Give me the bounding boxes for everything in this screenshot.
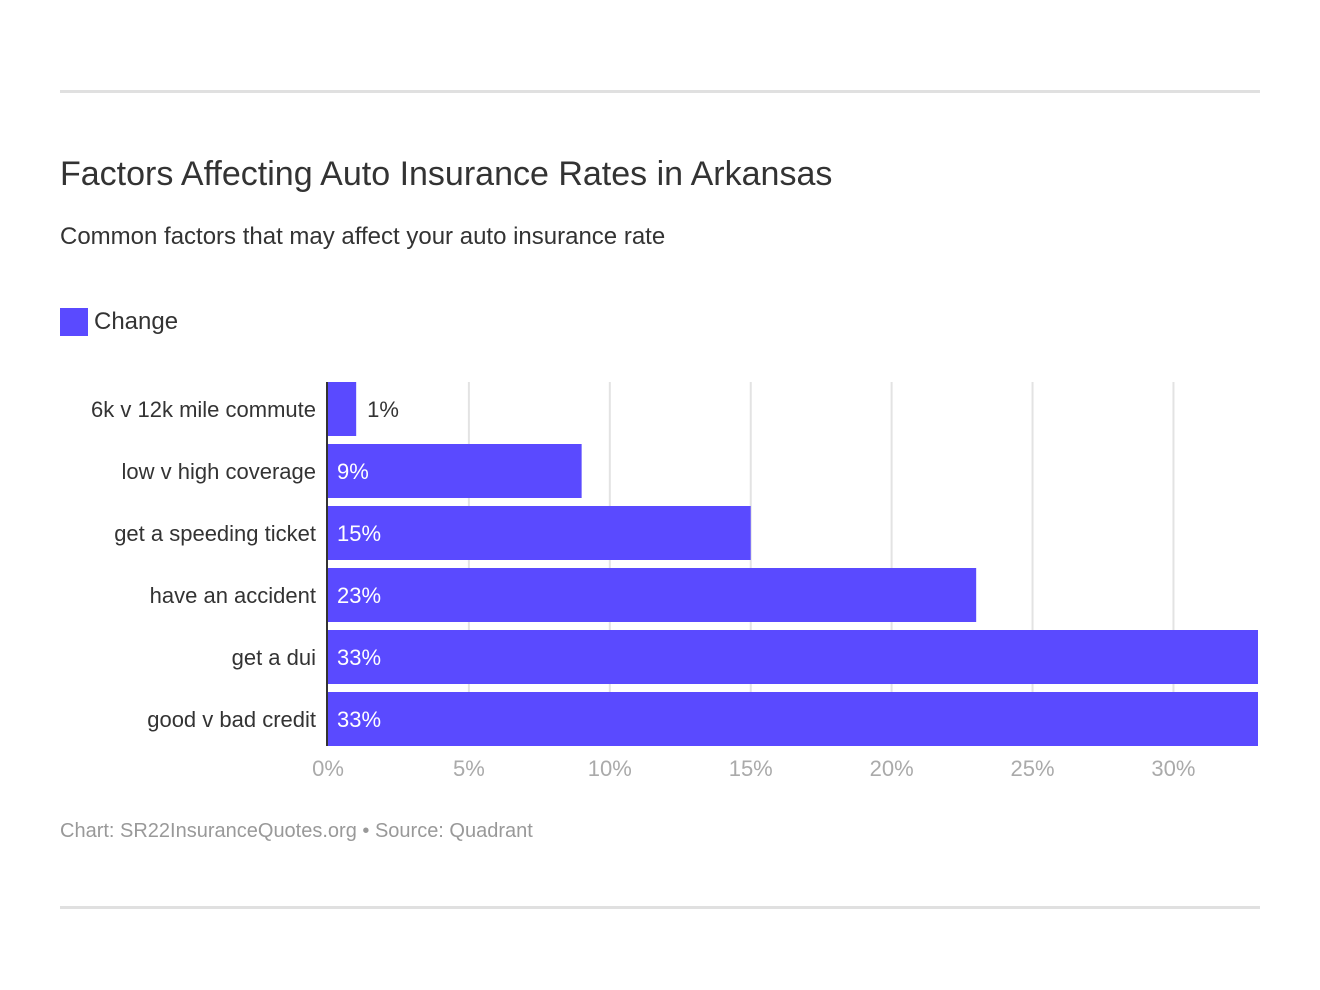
data-label: 33% bbox=[337, 707, 381, 732]
legend-swatch bbox=[60, 308, 88, 336]
category-label: low v high coverage bbox=[122, 459, 316, 484]
bar bbox=[328, 382, 357, 436]
bottom-divider bbox=[60, 906, 1260, 909]
x-tick-label: 0% bbox=[312, 756, 344, 781]
x-tick-label: 20% bbox=[870, 756, 914, 781]
x-tick-label: 25% bbox=[1011, 756, 1055, 781]
top-divider bbox=[60, 90, 1260, 93]
data-label: 23% bbox=[337, 583, 381, 608]
chart-subtitle: Common factors that may affect your auto… bbox=[60, 223, 666, 250]
category-label: 6k v 12k mile commute bbox=[91, 397, 316, 422]
category-label: get a dui bbox=[232, 645, 316, 670]
data-label: 33% bbox=[337, 645, 381, 670]
x-tick-label: 10% bbox=[588, 756, 632, 781]
bar bbox=[328, 506, 751, 560]
x-tick-label: 30% bbox=[1151, 756, 1195, 781]
bar bbox=[328, 568, 977, 622]
category-label: have an accident bbox=[150, 583, 316, 608]
bar bbox=[328, 444, 582, 498]
bar bbox=[328, 692, 1258, 746]
chart-footer: Chart: SR22InsuranceQuotes.org • Source:… bbox=[60, 820, 533, 842]
x-tick-label: 15% bbox=[729, 756, 773, 781]
category-label: get a speeding ticket bbox=[114, 521, 316, 546]
legend-label: Change bbox=[94, 308, 179, 335]
data-label: 9% bbox=[337, 459, 369, 484]
bar bbox=[328, 630, 1258, 684]
legend: Change bbox=[60, 308, 178, 336]
category-label: good v bad credit bbox=[147, 707, 316, 732]
data-label: 15% bbox=[337, 521, 381, 546]
data-label: 1% bbox=[367, 397, 399, 422]
x-tick-label: 5% bbox=[453, 756, 485, 781]
chart-title: Factors Affecting Auto Insurance Rates i… bbox=[60, 155, 833, 193]
